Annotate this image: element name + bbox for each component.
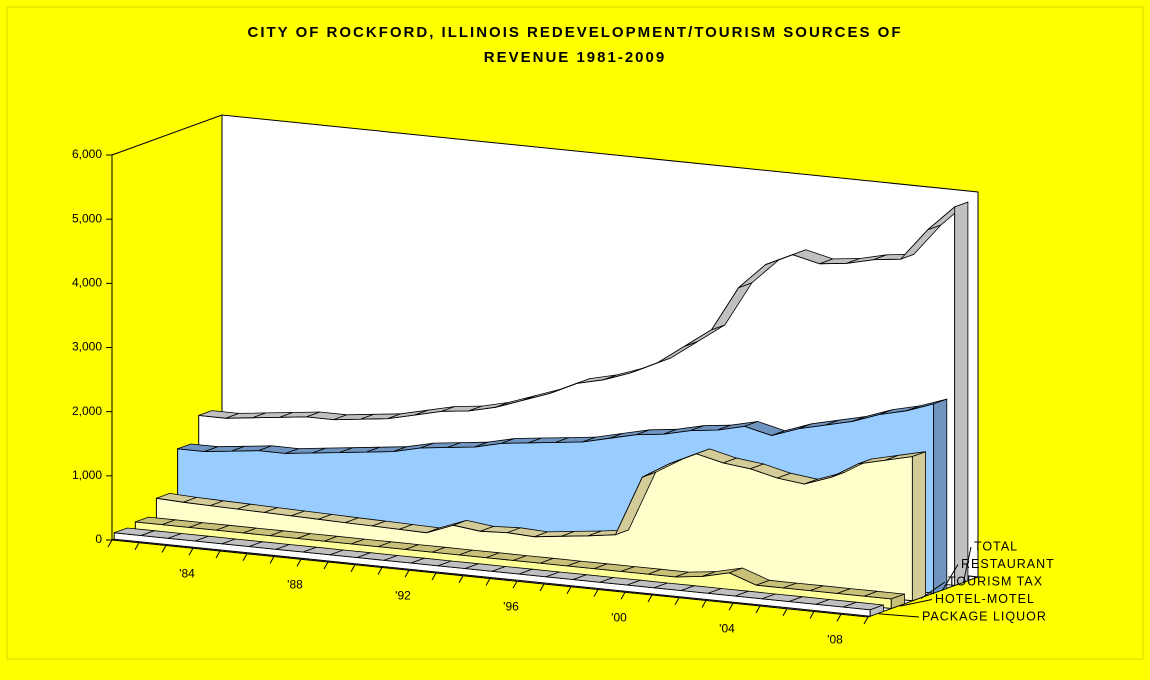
- area-end: [890, 593, 905, 610]
- legend-leader: [920, 581, 946, 599]
- x-tick-label: '96: [503, 599, 519, 613]
- legend-leader: [941, 564, 959, 592]
- legend-label: TOURISM TAX: [948, 574, 1043, 588]
- y-tick-label: 0: [95, 532, 102, 546]
- area-end: [954, 201, 969, 587]
- x-tick: [539, 583, 545, 592]
- x-tick: [701, 600, 707, 608]
- x-tick: [323, 561, 329, 570]
- x-tick: [458, 575, 464, 583]
- x-tick-label: '00: [611, 610, 627, 624]
- area-end: [869, 604, 884, 617]
- x-tick: [809, 611, 815, 619]
- legend-leader: [962, 546, 972, 584]
- x-tick: [863, 616, 869, 625]
- area-end: [933, 398, 948, 594]
- x-tick: [296, 559, 302, 567]
- x-tick: [566, 586, 572, 594]
- y-tick-label: 4,000: [72, 276, 102, 290]
- axis-edge: [111, 114, 223, 156]
- x-tick: [620, 592, 626, 600]
- x-tick: [215, 550, 221, 559]
- x-tick: [431, 572, 437, 581]
- y-tick-label: 6,000: [72, 147, 102, 161]
- x-tick: [269, 556, 275, 564]
- legend-label: RESTAURANT: [961, 557, 1055, 571]
- x-tick: [107, 539, 113, 548]
- y-tick-label: 1,000: [72, 468, 102, 482]
- chart-title: REVENUE 1981-2009: [484, 49, 666, 66]
- chart-title: CITY OF ROCKFORD, ILLINOIS REDEVELOPMENT…: [248, 24, 903, 41]
- x-tick: [161, 545, 167, 553]
- legend-label: PACKAGE LIQUOR: [922, 609, 1047, 623]
- area-end: [912, 451, 926, 602]
- y-tick-label: 2,000: [72, 404, 102, 418]
- x-tick: [674, 597, 680, 605]
- x-tick: [404, 570, 410, 578]
- legend-leader: [899, 599, 933, 607]
- x-tick-label: '08: [827, 632, 843, 646]
- x-tick: [188, 548, 194, 556]
- legend-label: HOTEL-MOTEL: [935, 592, 1035, 606]
- x-tick: [350, 564, 356, 572]
- x-tick-label: '84: [179, 566, 195, 580]
- x-tick: [647, 594, 653, 603]
- x-tick: [728, 603, 734, 611]
- y-tick-label: 5,000: [72, 211, 102, 225]
- y-tick-label: 3,000: [72, 340, 102, 354]
- x-tick: [242, 553, 248, 561]
- x-tick: [836, 614, 842, 622]
- legend-label: TOTAL: [974, 539, 1018, 553]
- x-tick-label: '04: [719, 621, 735, 635]
- x-tick: [755, 605, 761, 614]
- x-tick: [134, 542, 140, 550]
- x-tick: [377, 567, 383, 575]
- x-tick: [593, 589, 599, 597]
- x-tick-label: '88: [287, 577, 303, 591]
- x-tick: [512, 581, 518, 589]
- legend-leader: [878, 613, 920, 618]
- x-tick-label: '92: [395, 588, 411, 602]
- x-tick: [485, 578, 491, 586]
- x-tick: [782, 608, 788, 616]
